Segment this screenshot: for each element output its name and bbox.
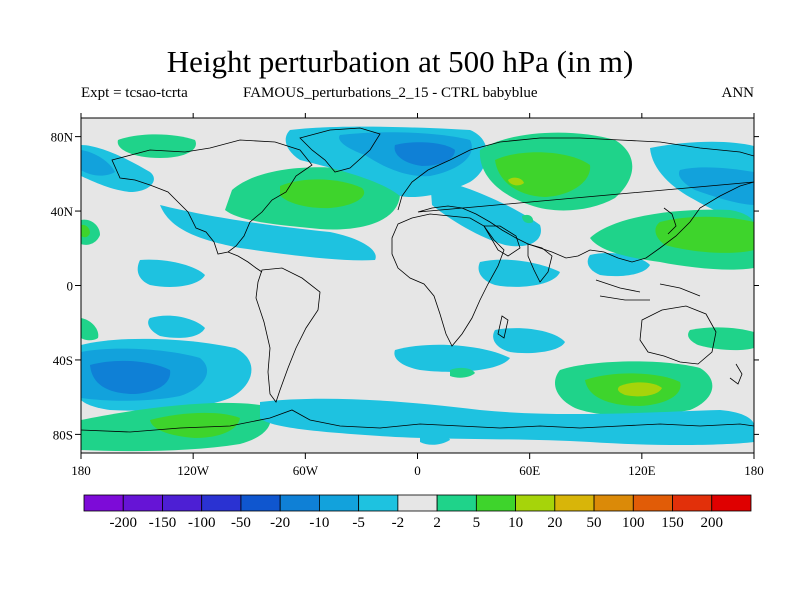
coastline-india [527,243,553,283]
coastline-europe-asia [397,137,754,263]
colorbar-label: 5 [473,515,481,531]
coastlines [81,127,754,433]
colorbar-swatch [711,494,752,512]
colorbar-label: 2 [433,515,441,531]
colorbar-swatch [672,494,713,512]
colorbar-label: 10 [508,515,523,531]
colorbar-label: -5 [352,515,365,531]
anomaly-north-atlantic [117,134,400,230]
colorbar-label: -150 [149,515,177,531]
colorbar-swatch [201,494,242,512]
x-tick-label: 180 [744,463,764,478]
chart-title: Height perturbation at 500 hPa (in m) [166,44,634,79]
colorbar-label: -20 [270,515,290,531]
colorbar-swatch [279,494,320,512]
colorbar-swatch [515,494,556,512]
y-tick-label: 0 [67,279,74,294]
colorbar-swatch [83,494,124,512]
colorbar-swatch [436,494,477,512]
colorbar-swatch [162,494,203,512]
colorbar-label: -10 [309,515,329,531]
coastline-central-america [227,251,263,273]
contour-fill [81,126,754,452]
colorbar-swatch [122,494,163,512]
x-tick-label: 120E [628,463,656,478]
anomaly-north-pacific [81,209,754,270]
coastline-greenland [299,127,381,173]
colorbar-label: -200 [109,515,137,531]
colorbar-swatch [358,494,399,512]
coastline-north-america [111,139,313,255]
colorbar: -200 -150 -100 -50 -20 -10 -5 -2 2 5 10 20 50 100 150 2… [83,494,752,531]
x-tick-label: 60W [293,463,319,478]
y-tick-label: 40S [53,353,73,368]
colorbar-label: 50 [587,515,602,531]
colorbar-swatch [475,494,516,512]
coastline-arabia [483,225,521,257]
x-tick-label: 180 [71,463,91,478]
colorbar-label: -50 [231,515,251,531]
colorbar-swatch [554,494,595,512]
coastline-africa [391,213,505,347]
coastline-south-america [255,267,321,403]
x-axis: 180 120W 60W 0 60E 120E 180 [71,113,764,478]
coastline-indonesia [595,279,701,301]
colorbar-swatch [632,494,673,512]
x-tick-label: 0 [414,463,421,478]
coastline-australia [639,305,717,365]
colorbar-swatch [319,494,360,512]
anomaly-southern-ocean [81,327,754,452]
colorbar-label: 100 [622,515,645,531]
colorbar-label: 150 [661,515,684,531]
x-tick-label: 120W [177,463,210,478]
coastline-antarctica [81,409,754,433]
colorbar-swatch [240,494,281,512]
y-axis: 80N 40N 0 40S 80S [51,130,759,442]
colorbar-label: -2 [392,515,405,531]
colorbar-label: 20 [547,515,562,531]
y-tick-label: 80N [51,130,74,145]
anomaly-eurasia [479,132,633,224]
season-label: ANN [721,85,755,101]
x-tick-label: 60E [519,463,540,478]
coastline-new-zealand [729,363,743,385]
comparison-label: FAMOUS_perturbations_2_15 - CTRL babyblu… [243,85,538,101]
colorbar-swatch [593,494,634,512]
coastline-japan [663,207,677,235]
anomaly-antarctic [260,398,754,445]
y-tick-label: 40N [51,204,74,219]
colorbar-swatch [397,494,438,512]
colorbar-label: -100 [188,515,216,531]
anomaly-south-pacific [81,315,252,411]
colorbar-label: 200 [701,515,724,531]
y-tick-label: 80S [53,427,73,442]
coastline-madagascar [497,315,509,339]
anomaly-tropical-bands [137,178,650,372]
experiment-label: Expt = tcsao-tcrta [81,85,188,101]
